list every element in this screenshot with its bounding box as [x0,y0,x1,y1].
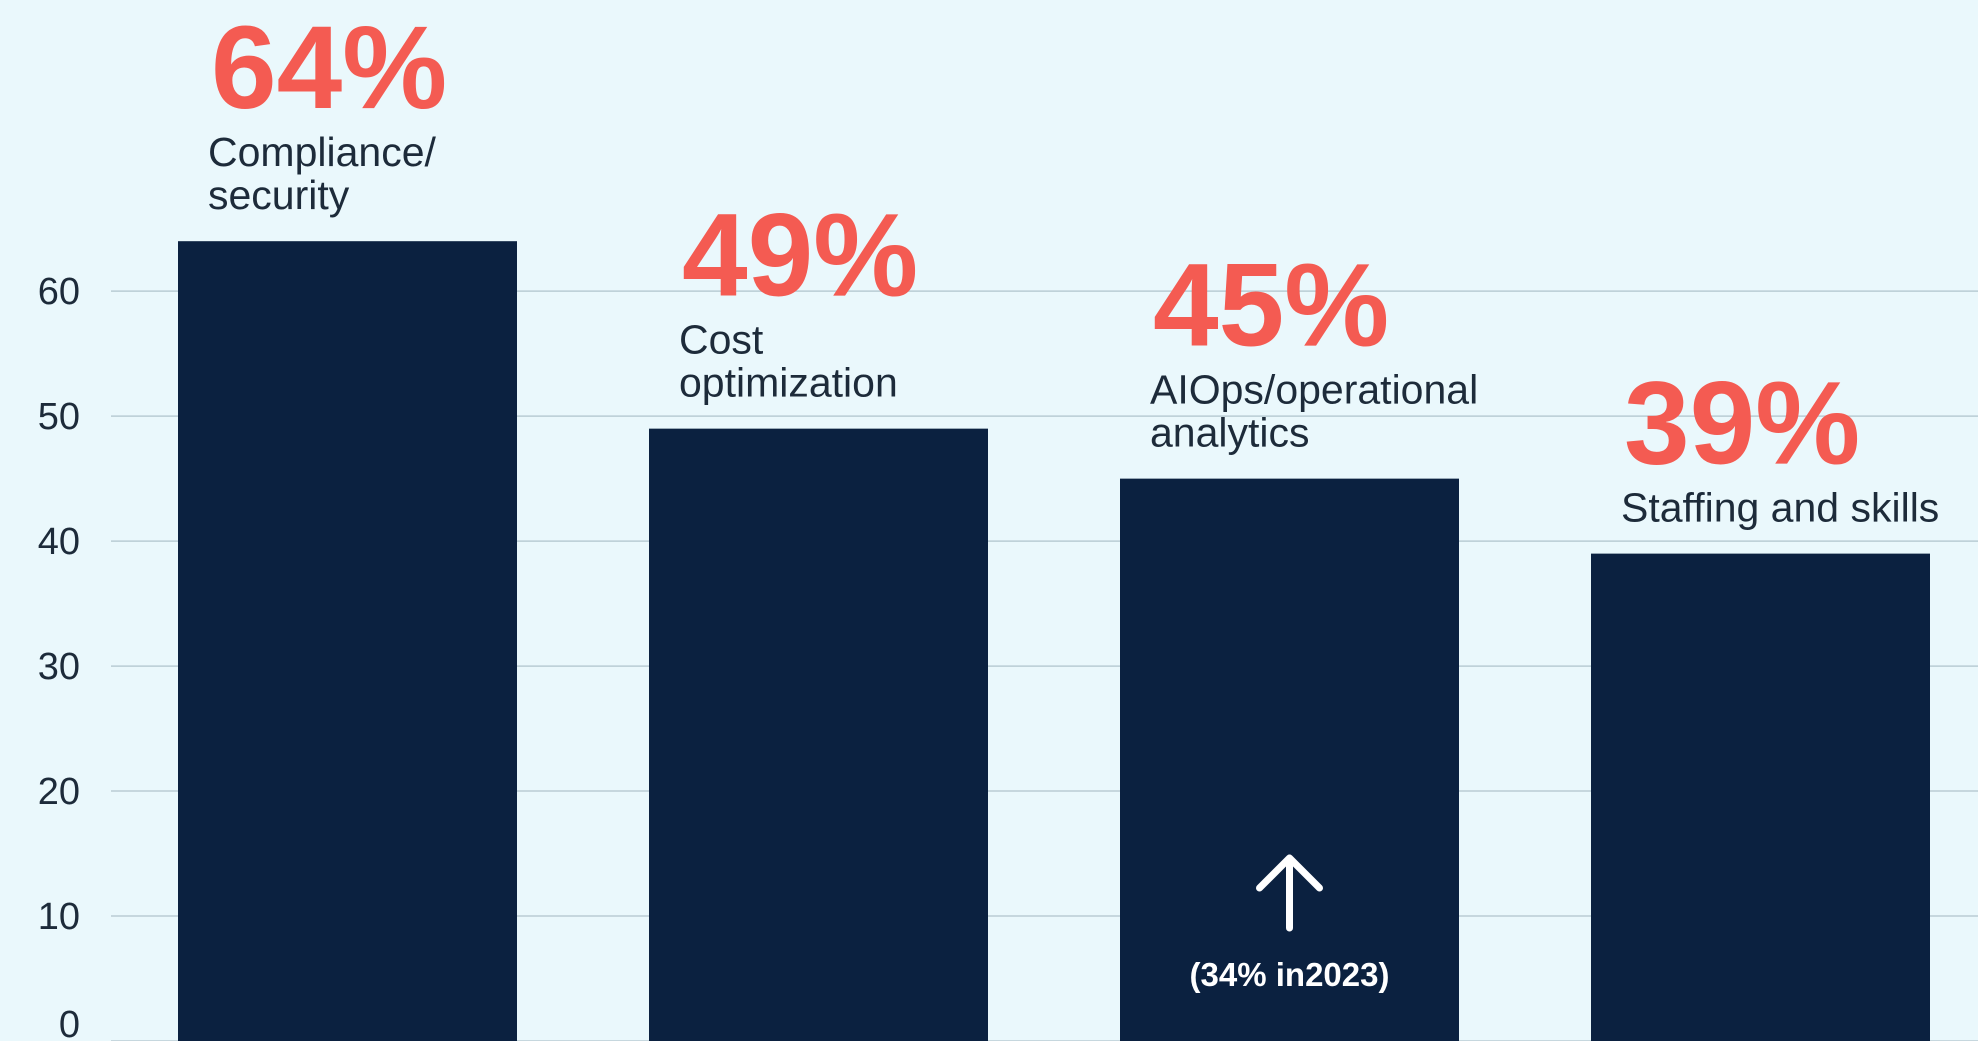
category-line: analytics [1150,410,1310,456]
value-label: 64% [211,2,447,134]
category-line: security [208,172,350,218]
y-tick-label: 10 [38,896,80,938]
bar [649,428,988,1041]
y-tick-label: 60 [38,271,80,313]
category-label: AIOps/operational analytics [1150,367,1478,456]
value-label: 49% [682,190,918,322]
category-line: AIOps/operational [1150,367,1478,413]
y-tick-label: 50 [38,396,80,438]
y-tick-label: 20 [38,771,80,813]
category-label: Compliance/security [208,129,436,218]
category-line: Cost [679,317,764,363]
value-label: 45% [1153,240,1389,372]
category-label: Staffing and skills [1621,485,1939,531]
arrow-icon [1256,854,1323,932]
bar [1120,478,1459,1041]
value-label: 39% [1624,358,1860,490]
y-tick-label: 0 [59,1004,80,1041]
y-tick-label: 30 [38,646,80,688]
bar [178,241,517,1041]
category-label: Cost optimization [679,317,898,406]
category-line: Staffing and skills [1621,485,1939,531]
category-line: optimization [679,360,898,406]
category-line: Compliance/ [208,129,436,175]
y-tick-label: 40 [38,521,80,563]
annotation: (34% in2023) [1190,956,1390,993]
bar [1591,553,1930,1041]
